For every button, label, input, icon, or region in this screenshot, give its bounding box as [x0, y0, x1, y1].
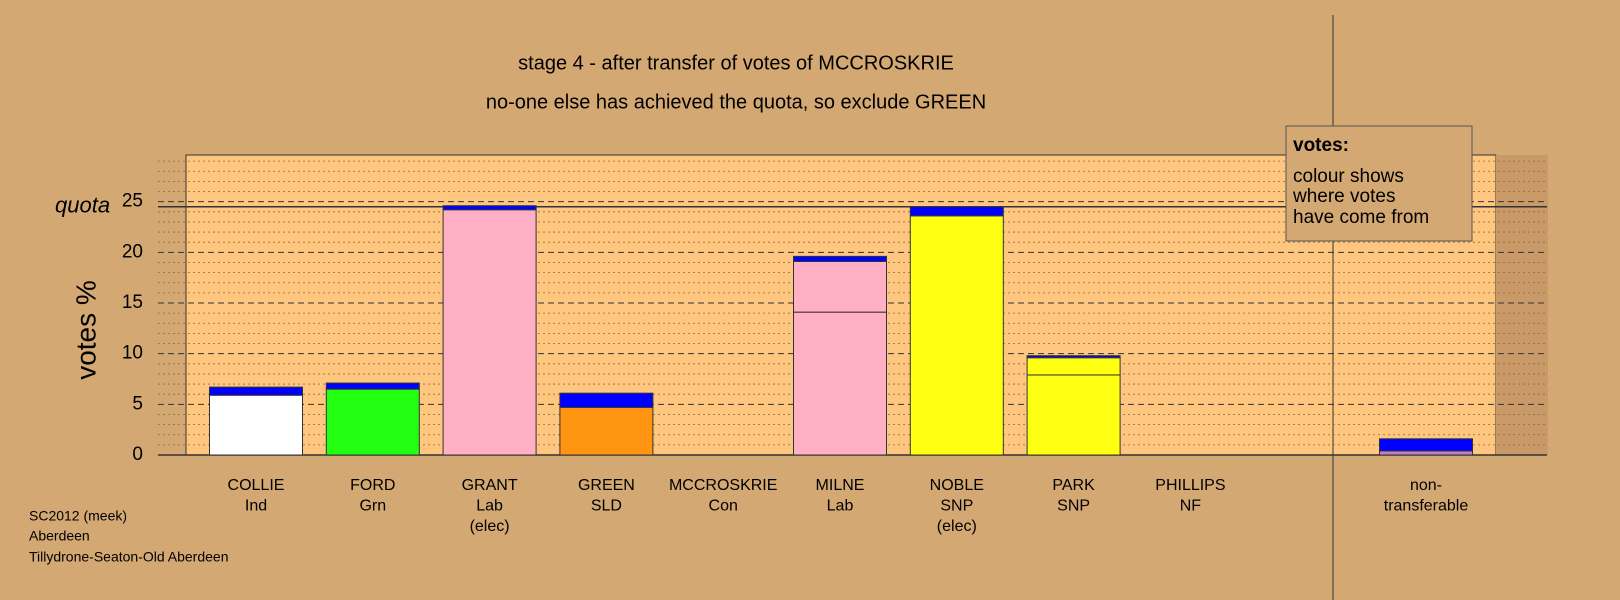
- x-tick-label: Con: [709, 498, 738, 515]
- y-tick-label: 5: [132, 393, 143, 414]
- bar-segment: [559, 406, 654, 456]
- x-tick-label: MCCROSKRIE: [669, 477, 777, 494]
- x-tick-label: MILNE: [816, 477, 865, 494]
- x-tick-label: SNP: [1057, 498, 1090, 515]
- bar-segment: [1026, 374, 1121, 456]
- y-tick-label: 0: [132, 444, 143, 465]
- x-tick-label: non-: [1410, 477, 1442, 494]
- x-tick-label: Ind: [245, 498, 267, 515]
- x-tick-label: SLD: [591, 498, 622, 515]
- bar-segment: [793, 260, 887, 313]
- bar-segment: [1026, 355, 1121, 359]
- bar-segment: [559, 392, 654, 408]
- bar-segment: [793, 311, 887, 456]
- bar-segment: [1026, 357, 1121, 376]
- bar-segment: [1379, 450, 1473, 456]
- bar-segment: [209, 386, 303, 396]
- footer-text: SC2012 (meek): [29, 508, 127, 524]
- bar-segment: [909, 215, 1004, 456]
- plot-shade: [1496, 155, 1548, 455]
- chart-subtitle: no-one else has achieved the quota, so e…: [486, 91, 986, 113]
- bar-segment: [909, 206, 1004, 217]
- x-tick-label: PHILLIPS: [1155, 477, 1225, 494]
- quota-label: quota: [55, 193, 110, 218]
- x-tick-label: PARK: [1052, 477, 1095, 494]
- x-tick-label: GREEN: [578, 477, 635, 494]
- y-tick-label: 15: [122, 292, 143, 313]
- x-tick-label: transferable: [1384, 498, 1469, 515]
- legend-text: colour shows: [1293, 166, 1404, 187]
- x-tick-label: Grn: [359, 498, 386, 515]
- x-tick-label: Lab: [476, 498, 503, 515]
- x-tick-label: FORD: [350, 477, 395, 494]
- x-tick-label: SNP: [940, 498, 973, 515]
- y-tick-label: 25: [122, 191, 143, 212]
- bar-segment: [209, 394, 303, 456]
- legend-box: [1285, 125, 1473, 242]
- x-tick-label: (elec): [937, 518, 977, 535]
- x-tick-label: NOBLE: [930, 477, 984, 494]
- bar-segment: [325, 382, 420, 390]
- legend-text: where votes: [1292, 186, 1395, 207]
- footer-text: Tillydrone-Seaton-Old Aberdeen: [29, 549, 229, 565]
- x-tick-label: (elec): [470, 518, 510, 535]
- x-tick-label: GRANT: [462, 477, 518, 494]
- x-tick-label: NF: [1180, 498, 1202, 515]
- legend-text: have come from: [1293, 207, 1429, 228]
- chart-title: stage 4 - after transfer of votes of MCC…: [518, 52, 954, 74]
- y-tick-label: 20: [122, 241, 143, 262]
- legend-title: votes:: [1293, 135, 1349, 156]
- bar-segment: [793, 255, 887, 262]
- bar-segment: [442, 205, 537, 211]
- footer-text: Aberdeen: [29, 528, 90, 544]
- x-tick-label: Lab: [827, 498, 854, 515]
- bar-segment: [1379, 438, 1473, 452]
- x-tick-label: COLLIE: [228, 477, 285, 494]
- bar-segment: [442, 209, 537, 456]
- bar-segment: [325, 388, 420, 456]
- y-axis-label: votes %: [70, 280, 101, 380]
- y-tick-label: 10: [122, 343, 143, 364]
